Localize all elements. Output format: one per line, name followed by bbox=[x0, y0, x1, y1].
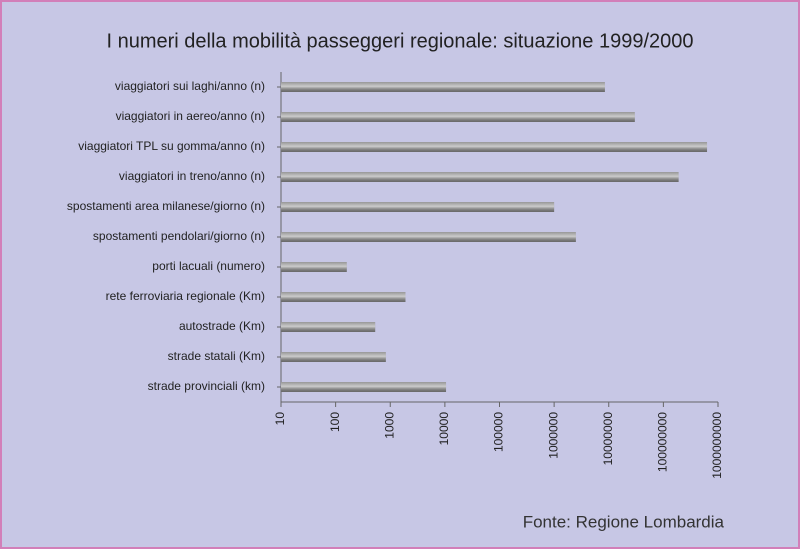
y-tick-label: autostrade (Km) bbox=[179, 319, 265, 333]
bar-shine bbox=[281, 322, 376, 332]
x-tick-label: 100000000 bbox=[656, 412, 670, 472]
x-tick-label: 100000 bbox=[492, 412, 506, 452]
y-tick-label: viaggiatori in aereo/anno (n) bbox=[116, 109, 265, 123]
x-tick-label: 10000000 bbox=[601, 412, 615, 466]
y-tick-label: strade statali (Km) bbox=[168, 349, 265, 363]
bar-shine bbox=[281, 352, 386, 362]
y-tick-label: spostamenti area milanese/giorno (n) bbox=[67, 199, 265, 213]
x-tick-label: 1000 bbox=[382, 412, 396, 439]
x-tick-label: 10 bbox=[273, 412, 287, 426]
bar-shine bbox=[281, 82, 605, 92]
y-tick-label: strade provinciali (km) bbox=[148, 379, 265, 393]
bar-shine bbox=[281, 202, 555, 212]
chart-title: I numeri della mobilità passeggeri regio… bbox=[106, 30, 693, 52]
bar-shine bbox=[281, 232, 576, 242]
x-tick-label: 10000 bbox=[437, 412, 451, 446]
x-tick-label: 100 bbox=[328, 412, 342, 432]
source: Fonte: Regione Lombardia bbox=[523, 512, 725, 531]
bar-shine bbox=[281, 142, 708, 152]
bar-shine bbox=[281, 172, 679, 182]
y-tick-label: porti lacuali (numero) bbox=[152, 259, 265, 273]
y-tick-label: rete ferroviaria regionale (Km) bbox=[106, 289, 265, 303]
y-tick-label: viaggiatori TPL su gomma/anno (n) bbox=[78, 139, 265, 153]
bar-shine bbox=[281, 382, 447, 392]
y-tick-label: viaggiatori in treno/anno (n) bbox=[119, 169, 265, 183]
x-tick-label: 1000000 bbox=[546, 412, 560, 459]
bar-shine bbox=[281, 112, 635, 122]
bar-shine bbox=[281, 262, 347, 272]
bar-shine bbox=[281, 292, 406, 302]
y-tick-label: spostamenti pendolari/giorno (n) bbox=[93, 229, 265, 243]
x-tick-label: 1000000000 bbox=[710, 412, 724, 479]
y-tick-label: viaggiatori sui laghi/anno (n) bbox=[115, 79, 265, 93]
